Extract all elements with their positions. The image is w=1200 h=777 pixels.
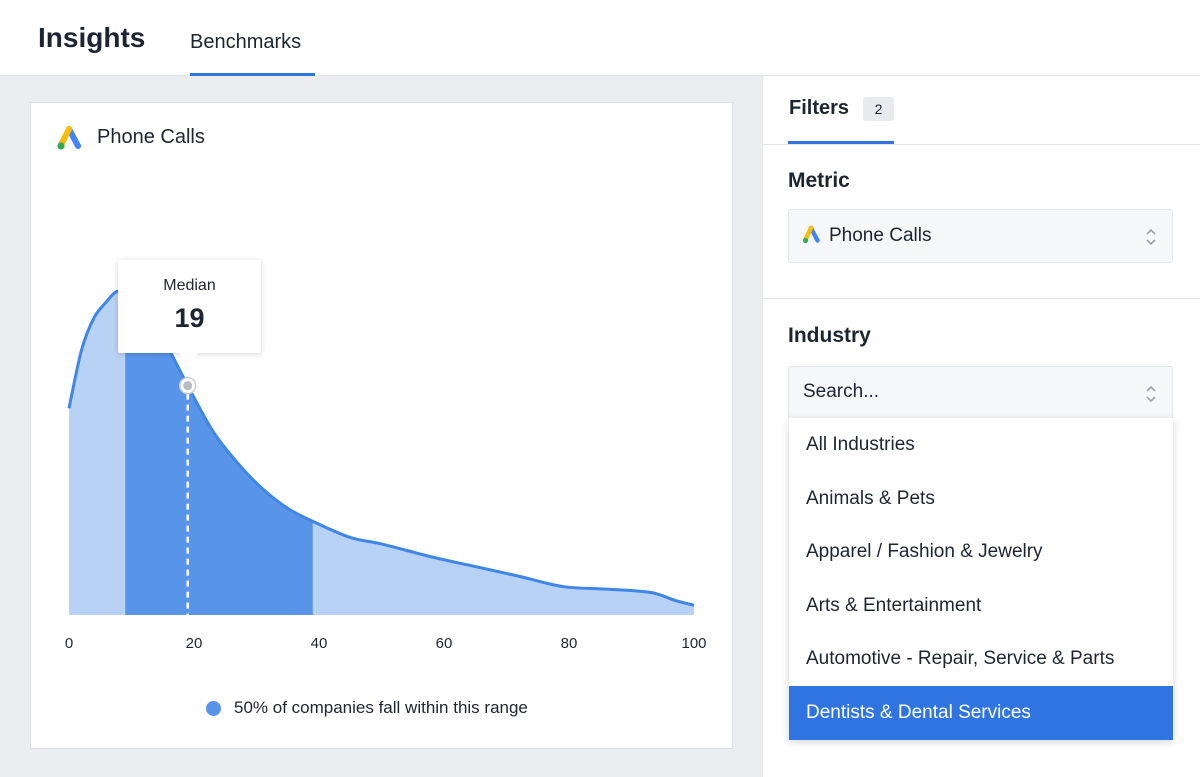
median-value: 19: [174, 303, 205, 333]
industry-select[interactable]: [788, 366, 1173, 420]
google-ads-icon: [802, 225, 820, 244]
industry-option[interactable]: Automotive - Repair, Service & Parts: [806, 648, 1115, 670]
distribution-line: [67, 289, 695, 607]
chart-legend: 50% of companies fall within this range: [206, 697, 528, 719]
middle-50-range-area: [125, 292, 313, 615]
card-title: Phone Calls: [97, 126, 205, 148]
filters-tab-label: Filters: [789, 97, 850, 119]
chevron-up-down-icon: [1146, 385, 1156, 403]
x-tick-label: 80: [560, 635, 578, 652]
industry-option[interactable]: Apparel / Fashion & Jewelry: [806, 541, 1043, 563]
x-tick-label: 60: [435, 635, 453, 652]
divider: [763, 144, 1200, 145]
metric-selected-value: Phone Calls: [829, 225, 932, 246]
industry-dropdown-list: All Industries Animals & Pets Apparel / Fa…: [789, 418, 1173, 740]
x-tick-label: 100: [681, 635, 707, 652]
x-tick-label: 0: [64, 635, 74, 652]
top-bar: Insights Benchmarks: [0, 0, 1200, 76]
legend-label: 50% of companies fall within this range: [234, 698, 528, 717]
google-ads-icon: [57, 126, 81, 150]
distribution-chart: [67, 289, 695, 615]
active-tab-indicator: [190, 73, 315, 76]
benchmark-card: Phone Calls Median 19 0 20 40 60 80 100 50% o…: [30, 102, 733, 749]
median-tooltip: Median 19: [118, 260, 261, 363]
active-tab-indicator: [788, 141, 894, 144]
metric-heading: Metric: [788, 169, 850, 192]
industry-option[interactable]: Animals & Pets: [806, 487, 935, 509]
filters-panel: Filters 2 Metric Phone Calls Industry Al…: [762, 76, 1200, 777]
x-tick-label: 40: [310, 635, 328, 652]
metric-select[interactable]: Phone Calls: [788, 209, 1173, 263]
industry-option[interactable]: Dentists & Dental Services: [789, 685, 1173, 740]
industry-search-input[interactable]: [803, 381, 1123, 403]
x-tick-label: 20: [185, 635, 203, 652]
filter-count-badge: 2: [863, 97, 894, 121]
industry-heading: Industry: [788, 324, 871, 347]
median-label: Median: [163, 277, 216, 294]
legend-swatch: [206, 700, 221, 716]
divider: [763, 298, 1200, 299]
tab-filters[interactable]: Filters 2: [788, 76, 894, 144]
tab-benchmarks[interactable]: Benchmarks: [190, 0, 315, 76]
industry-option[interactable]: Arts & Entertainment: [806, 594, 982, 616]
median-marker-center: [183, 381, 193, 391]
chevron-up-down-icon: [1146, 228, 1156, 246]
tab-label: Benchmarks: [190, 31, 302, 53]
page-title: Insights: [38, 22, 146, 53]
industry-option[interactable]: All Industries: [806, 434, 915, 455]
